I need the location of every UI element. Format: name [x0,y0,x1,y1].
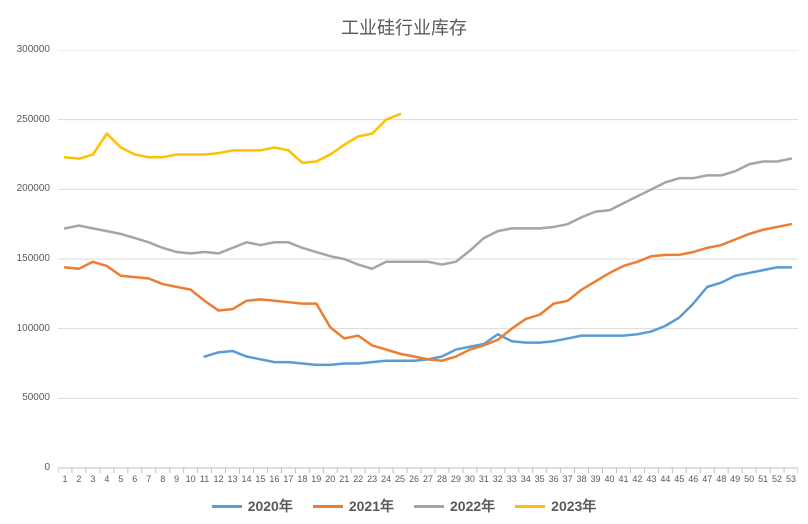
x-tick-label: 27 [423,474,433,484]
x-tick-label: 21 [339,474,349,484]
x-tick-label: 51 [758,474,768,484]
plot-area [58,50,798,468]
x-tick-label: 8 [160,474,165,484]
x-tick-label: 44 [660,474,670,484]
x-tick-label: 35 [535,474,545,484]
y-tick-label: 300000 [0,44,50,55]
x-tick-label: 23 [367,474,377,484]
x-tick-label: 15 [255,474,265,484]
x-tick-label: 5 [118,474,123,484]
y-tick-label: 200000 [0,183,50,194]
x-tick-label: 48 [716,474,726,484]
x-tick-label: 11 [200,474,209,484]
x-tick-label: 40 [604,474,614,484]
x-tick-label: 46 [688,474,698,484]
line-chart-svg [58,50,798,480]
x-tick-label: 19 [311,474,321,484]
x-tick-label: 41 [618,474,628,484]
x-tick-label: 24 [381,474,391,484]
y-tick-label: 50000 [0,392,50,403]
x-tick-label: 6 [132,474,137,484]
legend-swatch [515,505,545,508]
legend-swatch [313,505,343,508]
x-tick-label: 53 [786,474,796,484]
x-tick-label: 13 [228,474,238,484]
x-tick-label: 36 [549,474,559,484]
legend-swatch [414,505,444,508]
y-tick-label: 100000 [0,323,50,334]
legend-label: 2023年 [551,496,596,516]
x-tick-label: 37 [563,474,573,484]
x-tick-label: 14 [241,474,251,484]
x-tick-label: 17 [283,474,293,484]
x-tick-label: 34 [521,474,531,484]
x-tick-label: 30 [465,474,475,484]
x-tick-label: 52 [772,474,782,484]
legend-item: 2022年 [414,496,495,516]
x-tick-label: 32 [493,474,503,484]
x-tick-label: 12 [214,474,224,484]
x-tick-label: 2 [76,474,81,484]
x-tick-label: 18 [297,474,307,484]
x-tick-label: 31 [479,474,489,484]
x-tick-label: 33 [507,474,517,484]
x-tick-label: 22 [353,474,363,484]
x-tick-label: 1 [62,474,67,484]
x-tick-label: 49 [730,474,740,484]
x-tick-label: 20 [325,474,335,484]
x-tick-label: 28 [437,474,447,484]
x-tick-label: 39 [591,474,601,484]
legend: 2020年 2021年 2022年 2023年 [0,496,808,516]
legend-item: 2023年 [515,496,596,516]
x-tick-label: 3 [90,474,95,484]
x-tick-label: 47 [702,474,712,484]
chart-title: 工业硅行业库存 [0,14,808,40]
x-tick-label: 26 [409,474,419,484]
x-tick-label: 9 [174,474,179,484]
legend-label: 2021年 [349,496,394,516]
x-tick-label: 10 [186,474,196,484]
x-tick-label: 4 [104,474,109,484]
x-tick-label: 42 [632,474,642,484]
y-tick-label: 150000 [0,253,50,264]
legend-swatch [212,505,242,508]
x-tick-label: 38 [577,474,587,484]
x-tick-label: 50 [744,474,754,484]
legend-item: 2020年 [212,496,293,516]
x-tick-label: 16 [269,474,279,484]
legend-item: 2021年 [313,496,394,516]
y-tick-label: 0 [0,462,50,473]
x-tick-label: 43 [646,474,656,484]
x-tick-label: 45 [674,474,684,484]
y-tick-label: 250000 [0,114,50,125]
legend-label: 2020年 [248,496,293,516]
x-tick-label: 29 [451,474,461,484]
x-tick-label: 25 [395,474,405,484]
legend-label: 2022年 [450,496,495,516]
x-tick-label: 7 [146,474,151,484]
